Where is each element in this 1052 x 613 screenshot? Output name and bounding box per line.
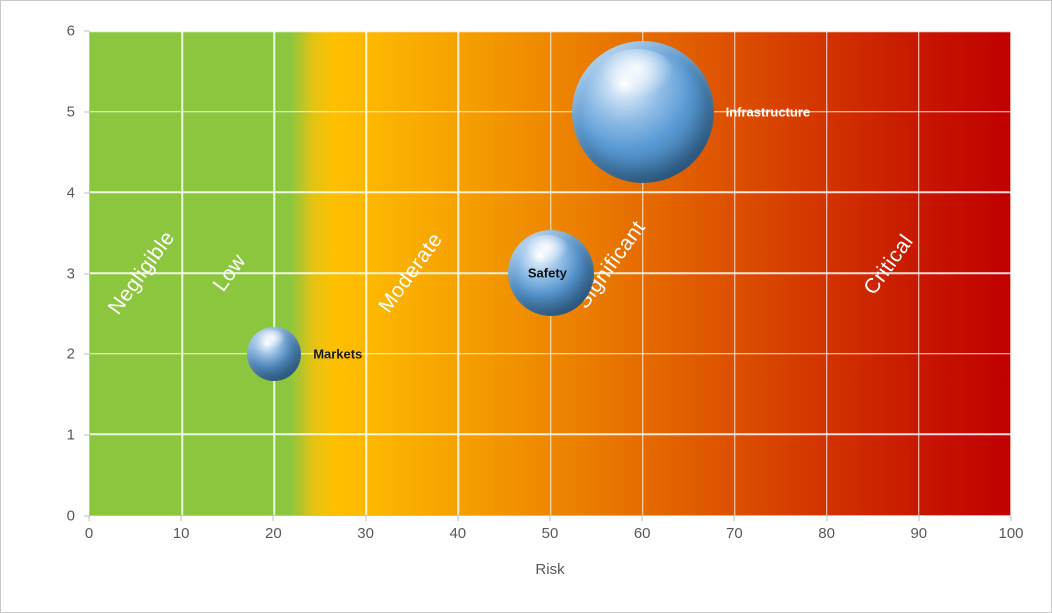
y-tick-label: 4 (66, 184, 75, 202)
gridline-horizontal (90, 191, 1011, 194)
x-tick-label: 60 (633, 525, 651, 542)
x-tick-mark (918, 516, 920, 521)
x-tick-label: 20 (265, 525, 282, 542)
x-tick-mark (272, 516, 274, 521)
y-tick-mark (84, 515, 89, 517)
bubble-label-safety: Safety (527, 265, 567, 281)
plot-area: Negligible Low Moderate Significant Critical… (89, 30, 1012, 516)
x-tick-label: 30 (357, 525, 374, 542)
x-tick-label: 80 (818, 525, 835, 542)
bubble-label-infrastructure: Infrastructure (725, 104, 811, 120)
y-tick-label: 6 (66, 22, 75, 40)
y-tick-label: 0 (66, 507, 75, 525)
y-tick-mark (84, 111, 89, 113)
gridline-vertical (1010, 31, 1012, 515)
x-tick-label: 50 (541, 525, 559, 542)
bubble-markets (247, 326, 302, 381)
x-tick-mark (826, 516, 828, 521)
gridline-horizontal (90, 433, 1011, 436)
y-tick-label: 3 (66, 265, 75, 282)
bubble-infrastructure (571, 40, 714, 183)
y-axis: 0 1 2 3 4 5 6 (1, 23, 89, 525)
x-axis: 0 10 20 30 40 50 60 70 80 90 100 (85, 516, 1024, 544)
gridline-horizontal (90, 352, 1011, 355)
x-tick-mark (641, 516, 643, 521)
zone-label-critical: Critical (859, 230, 919, 299)
x-tick-mark (457, 516, 459, 521)
y-tick-mark (84, 434, 89, 436)
y-tick-mark (84, 273, 89, 274)
x-tick-label: 70 (726, 525, 743, 542)
x-tick-mark (88, 516, 90, 521)
x-tick-label: 0 (84, 525, 94, 542)
x-tick-mark (1010, 516, 1012, 521)
x-tick-mark (549, 516, 551, 521)
y-tick-label: 2 (66, 345, 75, 363)
bubble-label-markets: Markets (313, 346, 363, 362)
x-tick-label: 40 (449, 525, 467, 542)
x-axis-title: Risk (535, 561, 565, 578)
x-tick-label: 10 (172, 525, 190, 542)
bubble-safety (507, 230, 594, 316)
x-tick-mark (365, 516, 367, 521)
y-tick-mark (84, 30, 89, 32)
y-tick-mark (84, 353, 89, 355)
x-tick-mark (180, 516, 182, 521)
gridline-horizontal (90, 30, 1011, 32)
y-tick-mark (84, 192, 89, 194)
gridline-horizontal (90, 110, 1011, 113)
x-tick-label: 100 (998, 525, 1024, 542)
x-tick-mark (733, 516, 735, 521)
y-tick-label: 1 (66, 426, 75, 444)
x-tick-label: 90 (910, 525, 928, 542)
y-tick-label: 5 (66, 103, 75, 121)
